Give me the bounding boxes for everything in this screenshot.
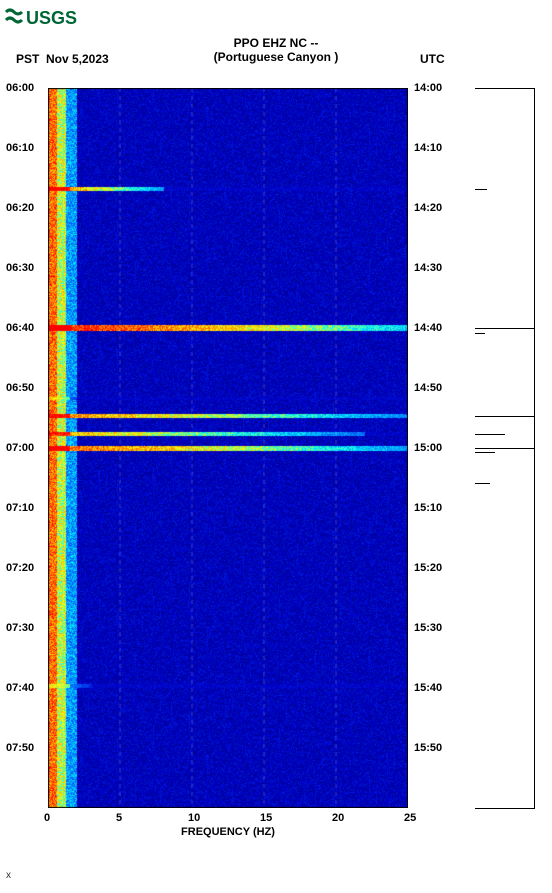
side-mark	[475, 328, 535, 329]
x-tick: 0	[44, 812, 50, 824]
y-tick-right: 14:20	[414, 202, 442, 214]
y-tick-right: 15:20	[414, 562, 442, 574]
station-code: PPO EHZ NC --	[0, 36, 552, 50]
x-tick: 5	[116, 812, 122, 824]
side-mark	[475, 333, 485, 334]
side-baseline	[534, 88, 535, 808]
y-tick-left: 06:00	[6, 82, 34, 94]
y-tick-left: 07:30	[6, 622, 34, 634]
usgs-logo: USGS	[4, 4, 94, 37]
y-tick-left: 07:50	[6, 742, 34, 754]
spectrogram-plot	[48, 88, 408, 808]
y-tick-left: 06:20	[6, 202, 34, 214]
x-tick: 25	[404, 812, 416, 824]
y-tick-left: 07:00	[6, 442, 34, 454]
y-tick-right: 15:10	[414, 502, 442, 514]
side-mark	[475, 448, 535, 449]
side-mark	[475, 434, 505, 435]
side-mark	[475, 483, 490, 484]
date-label: Nov 5,2023	[46, 52, 109, 66]
y-tick-left: 06:50	[6, 382, 34, 394]
footer-mark: x	[6, 870, 11, 881]
y-tick-right: 14:40	[414, 322, 442, 334]
y-tick-left: 07:40	[6, 682, 34, 694]
y-tick-right: 15:50	[414, 742, 442, 754]
y-tick-left: 06:30	[6, 262, 34, 274]
y-tick-right: 14:10	[414, 142, 442, 154]
y-tick-right: 15:40	[414, 682, 442, 694]
y-tick-right: 14:00	[414, 82, 442, 94]
side-mark	[475, 416, 535, 417]
pst-label: PST	[16, 52, 39, 66]
side-mark	[475, 189, 487, 190]
y-tick-right: 14:50	[414, 382, 442, 394]
x-axis-label: FREQUENCY (HZ)	[0, 826, 456, 838]
side-mark	[475, 808, 535, 809]
spectrogram-canvas	[48, 88, 408, 808]
x-tick: 10	[188, 812, 200, 824]
amplitude-side-marks	[475, 88, 535, 808]
x-tick: 20	[332, 812, 344, 824]
y-tick-right: 15:30	[414, 622, 442, 634]
side-mark	[475, 88, 535, 89]
y-tick-left: 06:10	[6, 142, 34, 154]
y-tick-left: 07:20	[6, 562, 34, 574]
y-tick-right: 15:00	[414, 442, 442, 454]
y-tick-left: 06:40	[6, 322, 34, 334]
y-tick-left: 07:10	[6, 502, 34, 514]
y-tick-right: 14:30	[414, 262, 442, 274]
svg-text:USGS: USGS	[26, 8, 77, 28]
utc-label: UTC	[420, 52, 445, 66]
x-tick: 15	[260, 812, 272, 824]
side-mark	[475, 452, 495, 453]
